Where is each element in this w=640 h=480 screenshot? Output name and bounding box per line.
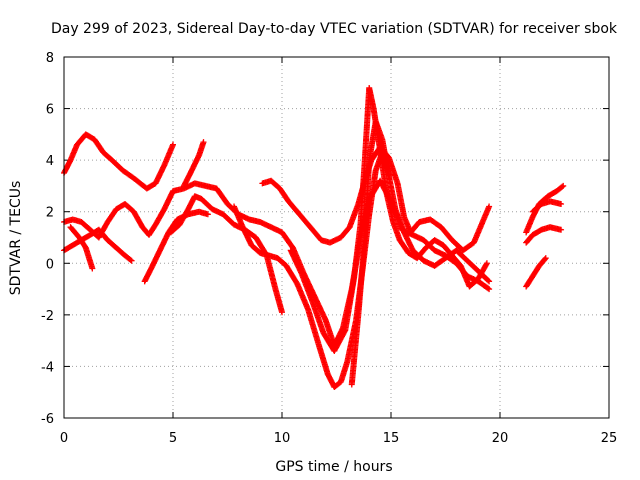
y-tick-label: -6 (41, 412, 54, 427)
data-point (486, 278, 493, 285)
x-tick-label: 0 (60, 431, 68, 446)
series-track-a (61, 131, 176, 192)
y-tick-label: -4 (41, 360, 54, 375)
data-point (486, 286, 493, 293)
y-axis-label: SDTVAR / TECUs (8, 181, 24, 296)
series-track-f (167, 193, 285, 316)
data-point (204, 211, 211, 218)
data-point (485, 277, 492, 284)
series-track-d (67, 224, 96, 272)
y-tick-label: 4 (46, 154, 54, 169)
series-track-l (523, 255, 549, 290)
series-track-k (348, 118, 392, 388)
y-tick-label: 6 (46, 103, 54, 118)
data-point (558, 226, 565, 233)
grid-lines (64, 57, 609, 418)
data-point (385, 172, 392, 179)
y-tick-label: -2 (41, 309, 54, 324)
x-tick-label: 25 (601, 431, 618, 446)
data-point (560, 182, 567, 189)
chart-title: Day 299 of 2023, Sidereal Day-to-day VTE… (51, 21, 618, 37)
data-point (170, 141, 176, 148)
data-point (542, 255, 549, 262)
data-point (483, 261, 490, 268)
x-axis-label: GPS time / hours (275, 459, 392, 475)
x-tick-label: 10 (274, 431, 291, 446)
y-tick-label: 8 (46, 51, 54, 66)
x-tick-label: 5 (169, 431, 177, 446)
data-point (279, 309, 285, 316)
data-point (483, 260, 490, 267)
series-track-g (180, 139, 207, 189)
y-tick-label: 2 (46, 206, 54, 221)
data-point (128, 257, 135, 264)
series-track-h (259, 144, 493, 254)
data-point (127, 256, 134, 263)
plot-frame (63, 56, 610, 419)
tick-labels: 0 5 10 15 20 25 -6 -4 -2 0 2 4 6 8 (41, 51, 617, 446)
x-tick-label: 15 (383, 431, 400, 446)
data-points (61, 84, 567, 391)
y-tick-label: 0 (46, 257, 54, 272)
data-point (559, 183, 566, 190)
data-point (486, 203, 493, 210)
data-point (558, 200, 565, 207)
series-track-m (523, 224, 565, 246)
data-point (200, 139, 207, 146)
data-point (485, 285, 492, 292)
data-point (89, 265, 96, 272)
x-tick-label: 20 (492, 431, 509, 446)
data-point (541, 256, 548, 263)
series-track-o (529, 198, 565, 215)
